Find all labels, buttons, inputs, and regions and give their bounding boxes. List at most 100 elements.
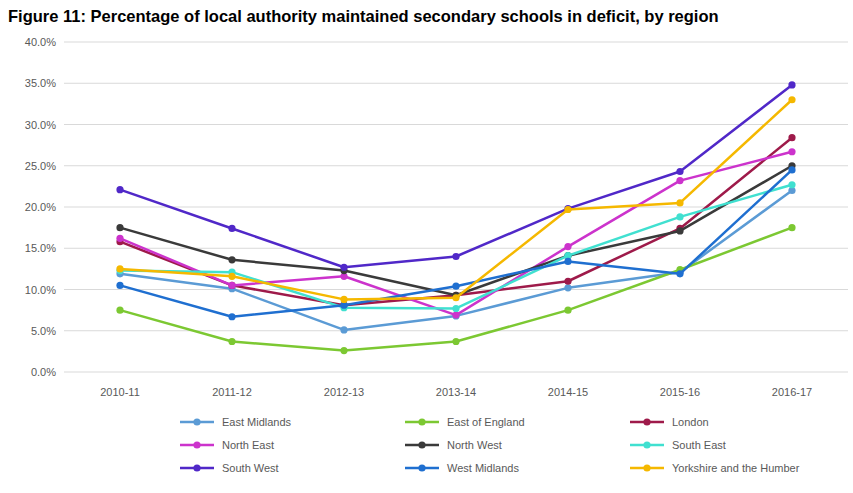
series-marker [564, 307, 571, 314]
series-marker [452, 338, 459, 345]
legend-label: South East [672, 439, 726, 451]
y-tick-label: 40.0% [25, 36, 56, 48]
series-marker [340, 296, 347, 303]
series-marker [564, 278, 571, 285]
series-marker [340, 347, 347, 354]
grid-line [64, 330, 848, 331]
legend-label: East of England [447, 416, 525, 428]
series-marker [452, 283, 459, 290]
y-tick-label: 5.0% [31, 325, 56, 337]
series-marker [564, 284, 571, 291]
series-marker [676, 199, 683, 206]
series [116, 162, 795, 299]
legend-marker [193, 441, 200, 448]
series-marker [676, 177, 683, 184]
series-marker [116, 265, 123, 272]
series-marker [788, 134, 795, 141]
series-marker [564, 206, 571, 213]
series-marker [116, 235, 123, 242]
legend-label: East Midlands [222, 416, 292, 428]
series-marker [228, 273, 235, 280]
series-marker [116, 224, 123, 231]
x-tick-label: 2016-17 [772, 386, 812, 398]
chart-title: Figure 11: Percentage of local authority… [8, 7, 719, 25]
series [116, 96, 795, 303]
series-marker [228, 225, 235, 232]
series-marker [452, 311, 459, 318]
series-marker [676, 227, 683, 234]
series-marker [452, 312, 459, 319]
y-tick-label: 20.0% [25, 201, 56, 213]
x-tick-label: 2015-16 [660, 386, 700, 398]
series-marker [116, 186, 123, 193]
series-marker [788, 166, 795, 173]
series-marker [788, 148, 795, 155]
grid-line [64, 83, 848, 84]
y-tick-label: 25.0% [25, 160, 56, 172]
series [116, 181, 795, 312]
x-tick-label: 2010-11 [100, 386, 140, 398]
series-marker [676, 168, 683, 175]
series-marker [564, 205, 571, 212]
series-marker [116, 307, 123, 314]
series-marker [228, 282, 235, 289]
series-line [120, 228, 792, 351]
series-marker [228, 313, 235, 320]
legend-label: North East [222, 439, 274, 451]
series-line [120, 191, 792, 330]
series-marker [788, 224, 795, 231]
series-marker [788, 96, 795, 103]
series-line [120, 185, 792, 309]
x-tick-label: 2012-13 [324, 386, 364, 398]
x-tick-label: 2014-15 [548, 386, 588, 398]
series-marker [340, 326, 347, 333]
legend-marker [643, 418, 650, 425]
series-marker [340, 264, 347, 271]
series-line [120, 152, 792, 315]
series-marker [116, 282, 123, 289]
series-line [120, 85, 792, 267]
series-marker [676, 213, 683, 220]
grid-line [64, 165, 848, 166]
series-marker [452, 294, 459, 301]
legend-label: Yorkshire and the Humber [672, 462, 800, 474]
series [116, 148, 795, 319]
legend-marker [643, 441, 650, 448]
y-tick-label: 10.0% [25, 284, 56, 296]
series-marker [564, 243, 571, 250]
y-tick-label: 0.0% [31, 366, 56, 378]
series [116, 81, 795, 271]
series-marker [676, 270, 683, 277]
legend: East Midlands East of England London North … [180, 416, 800, 474]
legend-label: South West [222, 462, 279, 474]
series-line [120, 100, 792, 300]
legend-marker [193, 464, 200, 471]
series-marker [788, 81, 795, 88]
grid-line [64, 248, 848, 249]
grid-line [64, 207, 848, 208]
series-marker [788, 181, 795, 188]
series [116, 224, 795, 354]
legend-marker [418, 418, 425, 425]
legend-label: London [672, 416, 709, 428]
legend-label: North West [447, 439, 502, 451]
legend-label: West Midlands [447, 462, 519, 474]
series-marker [452, 305, 459, 312]
grid-line [64, 42, 848, 43]
series-marker [228, 282, 235, 289]
x-tick-label: 2013-14 [436, 386, 476, 398]
legend-marker [418, 464, 425, 471]
grid [64, 42, 848, 372]
legend-marker [643, 464, 650, 471]
y-tick-label: 30.0% [25, 119, 56, 131]
y-tick-label: 15.0% [25, 242, 56, 254]
series-marker [452, 253, 459, 260]
series-marker [564, 258, 571, 265]
y-tick-label: 35.0% [25, 77, 56, 89]
legend-marker [418, 441, 425, 448]
grid-line [64, 124, 848, 125]
legend-marker [193, 418, 200, 425]
series-group [116, 81, 795, 354]
series-marker [228, 338, 235, 345]
chart: Figure 11: Percentage of local authority… [0, 0, 853, 493]
